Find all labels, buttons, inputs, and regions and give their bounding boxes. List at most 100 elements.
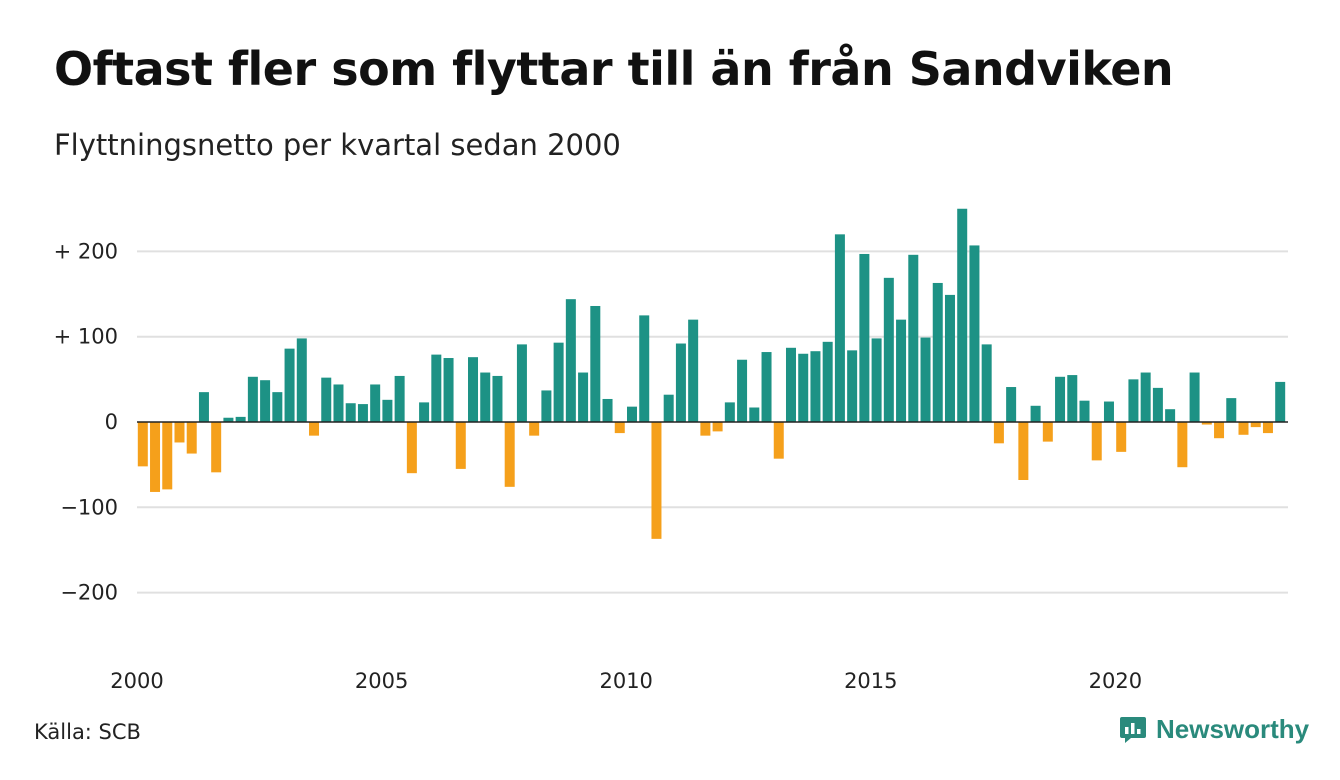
x-tick-label: 2000 — [110, 669, 163, 693]
bar — [737, 359, 748, 422]
bar — [284, 348, 295, 422]
bar — [333, 384, 344, 422]
bar — [431, 354, 442, 422]
bar — [1250, 422, 1261, 428]
bar — [529, 422, 540, 436]
bar — [749, 407, 760, 422]
bar — [309, 422, 320, 436]
bar — [247, 376, 258, 422]
y-tick-label: + 200 — [54, 239, 118, 263]
x-axis-ticks: 2000 2005 2010 2015 2020 — [110, 669, 1142, 693]
y-tick-label: 0 — [105, 410, 118, 434]
bar — [235, 416, 246, 422]
y-tick-label: −100 — [60, 495, 118, 519]
bar — [492, 375, 503, 422]
grid-lines — [137, 250, 1288, 594]
bar — [896, 319, 907, 422]
chart-title: Oftast fler som flyttar till än från San… — [54, 42, 1174, 96]
bar — [822, 341, 833, 422]
bar — [443, 358, 454, 422]
bar — [1275, 381, 1286, 422]
bar — [1165, 409, 1176, 422]
y-axis-ticks: + 200 + 100 0 −100 −200 — [54, 239, 118, 604]
bar — [700, 422, 711, 436]
bar — [1067, 375, 1078, 422]
bar — [455, 422, 466, 469]
bar — [260, 380, 271, 422]
bar — [211, 422, 222, 473]
bar — [944, 294, 955, 422]
y-tick-label: + 100 — [54, 325, 118, 349]
bar — [798, 353, 809, 422]
bar — [394, 375, 405, 422]
bar — [627, 406, 637, 422]
bar — [847, 350, 858, 422]
bar — [1238, 422, 1249, 435]
bar — [1079, 400, 1090, 422]
bar — [590, 305, 601, 422]
bar — [516, 344, 527, 422]
bar — [137, 422, 148, 467]
bar — [883, 277, 894, 422]
bar — [663, 394, 674, 422]
bar — [871, 338, 882, 422]
x-tick-label: 2005 — [355, 669, 408, 693]
bar — [859, 253, 870, 422]
x-tick-label: 2020 — [1089, 669, 1142, 693]
bar — [1128, 379, 1139, 422]
bar — [296, 338, 307, 422]
brand-logo: Newsworthy — [1118, 714, 1309, 745]
bar — [639, 315, 650, 423]
bar — [602, 398, 613, 422]
bar — [1091, 422, 1102, 461]
bar — [345, 403, 356, 422]
x-tick-label: 2010 — [599, 669, 652, 693]
bar — [651, 422, 662, 539]
x-tick-label: 2015 — [844, 669, 897, 693]
bar — [162, 422, 173, 490]
bar — [198, 392, 209, 422]
source-note: Källa: SCB — [34, 720, 141, 744]
bar — [1116, 422, 1127, 452]
bar — [1177, 422, 1188, 468]
bar — [1055, 376, 1066, 422]
bars — [137, 208, 1286, 539]
bar — [419, 402, 430, 422]
y-tick-label: −200 — [60, 581, 118, 605]
bar — [957, 208, 968, 422]
bar — [553, 342, 564, 422]
bar — [688, 319, 699, 422]
bar — [504, 422, 515, 487]
bar — [1030, 405, 1041, 422]
newsworthy-logo-icon — [1120, 716, 1146, 743]
bar — [1226, 398, 1237, 422]
bar — [1262, 422, 1273, 434]
bar — [614, 422, 625, 434]
bar — [785, 347, 796, 422]
bar — [480, 372, 491, 422]
bar — [357, 404, 368, 422]
bar — [773, 422, 784, 459]
bar — [174, 422, 185, 443]
bar-chart: + 200 + 100 0 −100 −200 2000 2005 2010 2015 2020 — [54, 208, 1288, 693]
bar — [541, 390, 552, 422]
bar — [675, 343, 686, 422]
bar — [993, 422, 1004, 444]
bar — [981, 344, 992, 422]
bar — [712, 422, 723, 432]
bar — [382, 399, 393, 422]
chart-subtitle: Flyttningsnetto per kvartal sedan 2000 — [54, 128, 621, 162]
bar — [920, 337, 931, 422]
bar — [969, 245, 980, 422]
bar — [321, 377, 332, 422]
bar — [1152, 387, 1163, 422]
bar — [1140, 372, 1151, 422]
bar — [1006, 387, 1017, 422]
bar — [565, 299, 576, 422]
bar — [1189, 372, 1200, 422]
bar — [810, 351, 821, 422]
bar — [908, 254, 919, 422]
bar — [1103, 401, 1114, 422]
bar — [1018, 422, 1029, 480]
bar — [1201, 422, 1212, 425]
